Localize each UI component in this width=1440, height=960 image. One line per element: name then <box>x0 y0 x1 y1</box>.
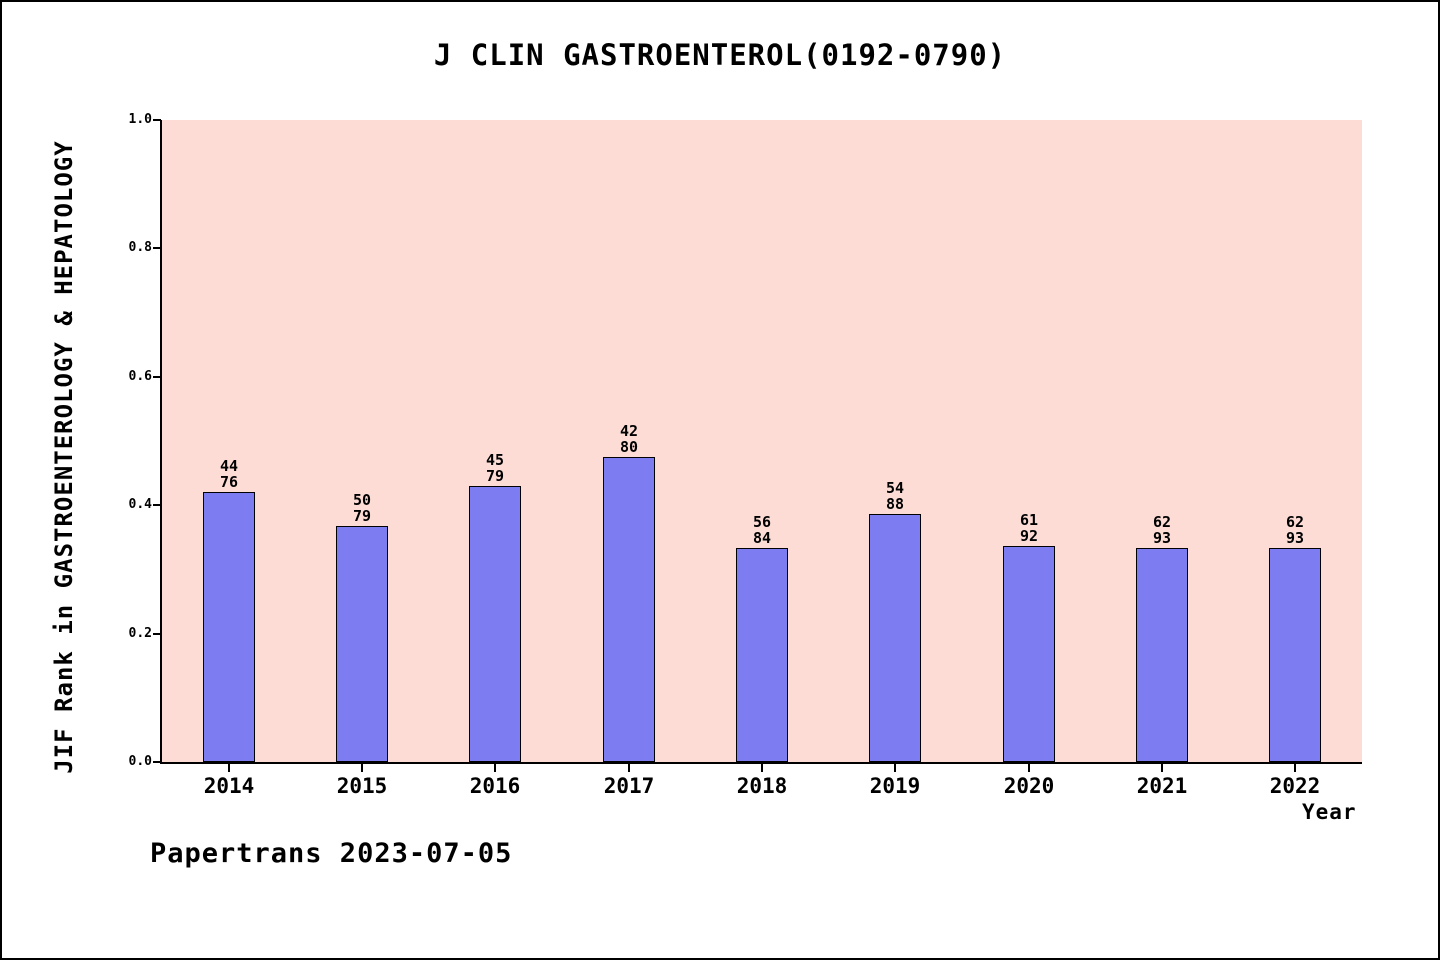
y-axis-line <box>160 120 162 764</box>
x-tick-label: 2019 <box>869 774 921 798</box>
x-tick-mark <box>1161 764 1163 772</box>
bar-value-label: 42 80 <box>619 422 639 456</box>
x-tick-mark <box>1294 764 1296 772</box>
x-tick-mark <box>761 764 763 772</box>
x-tick-mark <box>894 764 896 772</box>
bar <box>603 457 655 762</box>
bar-value-label: 61 92 <box>1019 511 1039 545</box>
x-axis-line <box>160 762 1362 764</box>
watermark-text: Papertrans 2023-07-05 <box>150 838 513 869</box>
bar-value-label: 45 79 <box>485 451 505 485</box>
plot-area: 44 76 50 79 45 79 42 80 56 84 54 88 61 92 62 93… <box>162 120 1362 762</box>
bar-value-label: 44 76 <box>219 457 239 491</box>
x-tick-mark <box>361 764 363 772</box>
bar-value-label: 62 93 <box>1152 513 1172 547</box>
chart-title: J CLIN GASTROENTEROL(0192-0790) <box>433 38 1007 72</box>
y-tick-label: 0.0 <box>128 754 152 769</box>
bar <box>469 486 521 762</box>
y-tick-label: 0.4 <box>128 497 152 513</box>
x-axis-label: Year <box>1302 800 1357 824</box>
x-tick-label: 2021 <box>1136 774 1188 798</box>
bar <box>1003 546 1055 762</box>
bar-value-label: 62 93 <box>1285 513 1305 547</box>
bar-value-label: 54 88 <box>885 479 905 513</box>
x-tick-label: 2016 <box>469 774 521 798</box>
x-tick-label: 2015 <box>336 774 388 798</box>
x-tick-label: 2018 <box>736 774 788 798</box>
bar <box>1136 548 1188 762</box>
bar-value-label: 50 79 <box>352 491 372 525</box>
x-tick-label: 2020 <box>1003 774 1055 798</box>
bar <box>1269 548 1321 762</box>
y-tick-label: 0.6 <box>128 368 152 384</box>
bar <box>336 526 388 762</box>
x-tick-mark <box>628 764 630 772</box>
y-tick-mark <box>153 504 161 507</box>
bar <box>736 548 788 762</box>
x-tick-label: 2017 <box>603 774 655 798</box>
bar <box>869 514 921 762</box>
bar-value-label: 56 84 <box>752 513 772 547</box>
y-tick-label: 0.2 <box>128 625 152 641</box>
x-tick-label: 2022 <box>1269 774 1321 798</box>
y-tick-mark <box>153 632 161 635</box>
y-tick-mark <box>153 375 161 378</box>
x-tick-mark <box>494 764 496 772</box>
x-tick-label: 2014 <box>203 774 255 798</box>
y-axis-label: JIF Rank in GASTROENTEROLOGY & HEPATOLOG… <box>50 140 78 774</box>
y-tick-mark <box>153 761 161 763</box>
x-tick-mark <box>1028 764 1030 772</box>
y-tick-label: 0.8 <box>128 240 152 256</box>
y-tick-label: 1.0 <box>128 112 152 127</box>
y-tick-mark <box>153 247 161 250</box>
bar <box>203 492 255 762</box>
x-tick-mark <box>228 764 230 772</box>
y-tick-mark <box>153 119 161 121</box>
